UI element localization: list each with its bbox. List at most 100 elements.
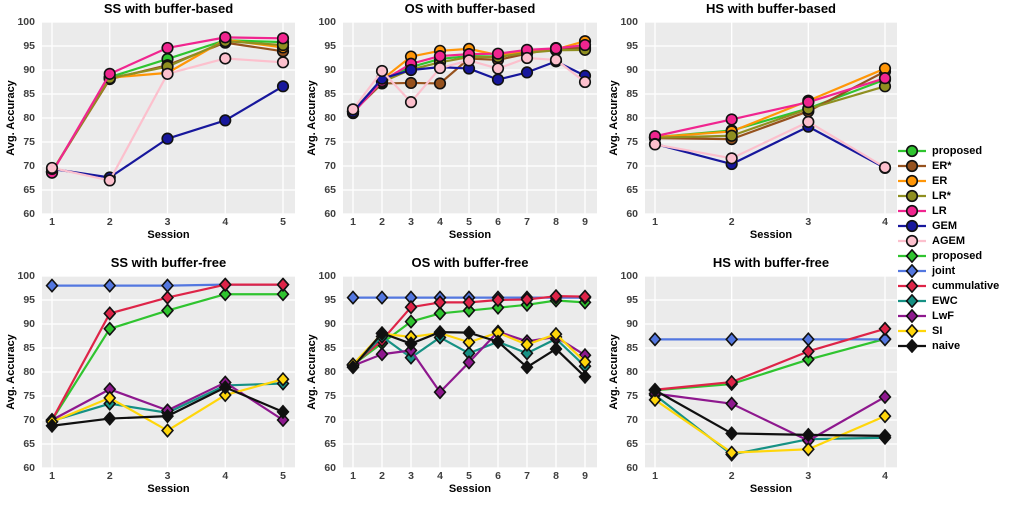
legend-item: joint	[897, 263, 1011, 278]
data-point	[218, 387, 232, 403]
data-point	[802, 96, 815, 109]
data-point	[404, 299, 418, 315]
x-axis-label: Session	[448, 229, 492, 241]
y-tick-label: 80	[23, 112, 35, 124]
data-point	[218, 380, 232, 395]
y-tick-label: 60	[23, 462, 35, 474]
legend-label: LwF	[932, 309, 954, 322]
x-tick-label: 4	[222, 470, 229, 482]
y-tick-label: 75	[23, 390, 35, 402]
legend-item: AGEM	[897, 233, 1011, 248]
x-tick-label: 3	[408, 216, 414, 228]
data-point	[219, 52, 232, 65]
legend-circle-marker-icon	[898, 159, 926, 172]
data-point	[905, 293, 919, 308]
y-tick-label: 100	[318, 16, 336, 28]
data-point	[45, 418, 59, 434]
x-tick-label: 5	[466, 216, 472, 228]
legend-label: proposed	[932, 144, 983, 157]
series-line-SI	[654, 398, 886, 454]
data-point	[161, 41, 174, 55]
legend-item: LR*	[897, 188, 1011, 203]
x-axis-label: Session	[749, 229, 793, 241]
data-point	[905, 308, 919, 323]
data-point	[346, 290, 360, 305]
data-point	[905, 278, 919, 293]
y-tick-label: 70	[626, 414, 638, 426]
x-tick-label: 5	[466, 470, 472, 482]
x-tick-label: 1	[49, 470, 55, 482]
plot-area	[343, 22, 597, 214]
y-tick-label: 85	[23, 342, 35, 354]
data-point	[491, 73, 505, 86]
legend-label: joint	[932, 264, 956, 277]
x-tick-label: 7	[524, 216, 530, 228]
x-tick-label: 9	[582, 470, 588, 482]
data-point	[103, 306, 117, 321]
y-tick-label: 65	[324, 438, 336, 450]
data-point	[725, 332, 739, 347]
data-point	[578, 369, 592, 385]
legend-circle-marker-icon	[898, 219, 926, 232]
data-point	[725, 129, 738, 142]
y-tick-label: 70	[324, 414, 336, 426]
data-point	[276, 32, 290, 45]
data-point	[725, 374, 739, 390]
x-tick-label: 3	[805, 470, 812, 482]
chart-title: OS with buffer-free	[411, 255, 529, 270]
data-point	[905, 219, 919, 232]
data-point	[218, 286, 232, 302]
data-point	[648, 382, 662, 398]
data-point	[725, 445, 739, 460]
y-tick-label: 70	[626, 160, 638, 172]
data-point	[905, 144, 919, 157]
y-tick-label: 65	[23, 184, 35, 196]
x-tick-label: 1	[350, 470, 356, 482]
data-point	[375, 346, 389, 362]
plot-area	[645, 22, 897, 214]
y-tick-label: 80	[324, 366, 336, 378]
legend-item: LR	[897, 203, 1011, 218]
data-point	[161, 290, 174, 305]
legend-label: GEM	[932, 219, 958, 232]
legend-circle-marker-icon	[898, 174, 926, 187]
legend-item: EWC	[897, 293, 1011, 308]
x-axis-label: Session	[147, 229, 190, 241]
x-tick-label: 4	[222, 216, 229, 228]
x-tick-label: 3	[408, 470, 414, 482]
subplot-ss-buffer-free: SS with buffer-free Avg. Accuracy Sessio…	[0, 254, 302, 508]
subplot-os-buffer-based: OS with buffer-based Avg. Accuracy Sessi…	[302, 0, 604, 254]
x-tick-label: 3	[164, 216, 171, 228]
legend-diamond-marker-icon	[898, 263, 926, 278]
x-tick-label: 6	[495, 470, 501, 482]
series-line-AGEM	[654, 120, 886, 169]
y-tick-label: 95	[324, 40, 336, 52]
data-point	[433, 324, 447, 340]
y-tick-label: 100	[318, 270, 336, 282]
data-point	[878, 428, 892, 444]
x-tick-label: 4	[882, 216, 888, 228]
y-tick-label: 70	[324, 160, 336, 172]
y-tick-label: 60	[324, 208, 336, 220]
y-tick-label: 85	[324, 342, 336, 354]
subplot-hs-buffer-free: HS with buffer-free Avg. Accuracy Sessio…	[604, 254, 906, 508]
data-point	[878, 161, 892, 174]
x-tick-label: 4	[882, 470, 888, 482]
data-point	[491, 300, 505, 315]
data-point	[276, 56, 290, 69]
legend-item: proposed	[897, 143, 1011, 158]
data-point	[725, 152, 738, 165]
data-point	[375, 325, 389, 341]
x-tick-label: 5	[280, 216, 286, 228]
legend: proposed ER* ER LR* LR GEM AGEM proposed joint cu…	[897, 143, 1011, 353]
x-tick-label: 1	[49, 216, 55, 228]
legend-item: proposed	[897, 248, 1011, 263]
x-tick-label: 7	[524, 470, 530, 482]
data-point	[404, 76, 418, 90]
data-point	[578, 75, 592, 89]
data-point	[404, 336, 418, 351]
y-tick-label: 75	[626, 136, 638, 148]
y-tick-label: 80	[626, 112, 638, 124]
data-point	[276, 286, 290, 302]
data-point	[520, 345, 534, 361]
